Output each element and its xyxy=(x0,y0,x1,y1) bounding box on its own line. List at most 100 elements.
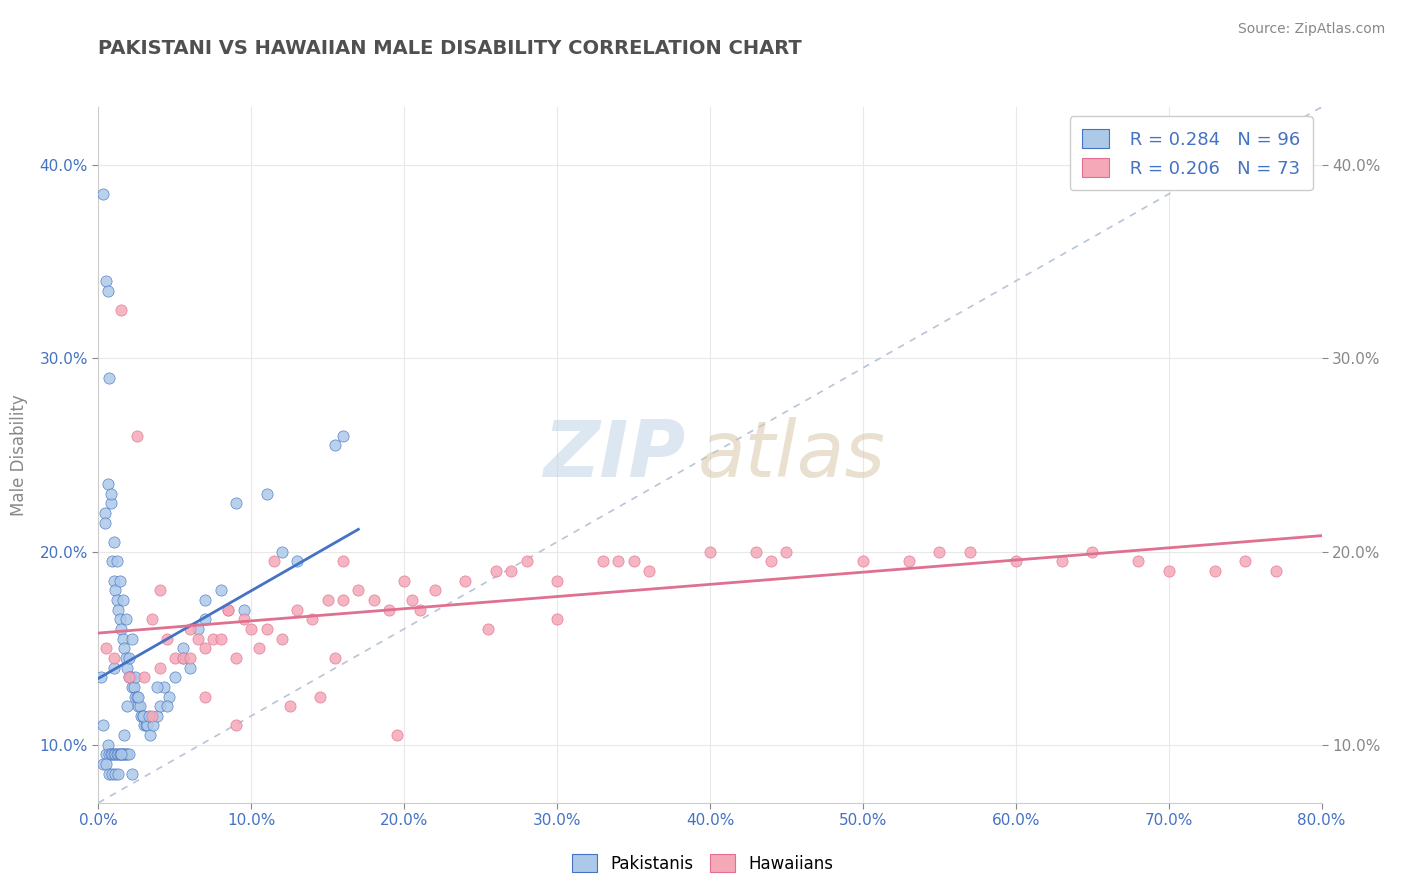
Point xyxy=(134,718,156,732)
Point xyxy=(115,651,138,665)
Point xyxy=(103,574,125,588)
Point xyxy=(108,612,131,626)
Point xyxy=(217,602,239,616)
Point xyxy=(98,370,121,384)
Text: ZIP: ZIP xyxy=(543,417,686,493)
Point xyxy=(156,699,179,714)
Point xyxy=(194,641,217,656)
Point xyxy=(112,728,135,742)
Point xyxy=(90,670,112,684)
Point xyxy=(128,699,150,714)
Point xyxy=(145,680,167,694)
Legend: Pakistanis, Hawaiians: Pakistanis, Hawaiians xyxy=(565,847,841,880)
Point xyxy=(423,583,446,598)
Point xyxy=(363,592,385,607)
Point xyxy=(179,660,201,674)
Point xyxy=(225,496,247,510)
Point xyxy=(138,708,160,723)
Point xyxy=(107,602,129,616)
Point xyxy=(100,486,122,500)
Point xyxy=(94,757,117,772)
Point xyxy=(117,747,139,762)
Point xyxy=(121,680,143,694)
Point xyxy=(852,554,875,568)
Point xyxy=(101,554,124,568)
Point xyxy=(928,544,950,558)
Point xyxy=(392,574,416,588)
Point xyxy=(270,544,294,558)
Point xyxy=(103,535,125,549)
Point xyxy=(385,728,408,742)
Point xyxy=(100,496,122,510)
Point xyxy=(107,747,129,762)
Point xyxy=(194,612,217,626)
Point xyxy=(115,747,138,762)
Point xyxy=(100,747,122,762)
Y-axis label: Male Disability: Male Disability xyxy=(10,394,28,516)
Point xyxy=(118,670,141,684)
Point xyxy=(125,428,148,442)
Point xyxy=(959,544,981,558)
Point xyxy=(110,303,132,318)
Point xyxy=(225,651,247,665)
Point xyxy=(623,554,645,568)
Point xyxy=(121,767,143,781)
Point xyxy=(325,651,347,665)
Point xyxy=(1157,564,1180,578)
Point xyxy=(699,544,721,558)
Point xyxy=(149,699,172,714)
Point xyxy=(93,506,115,520)
Point xyxy=(1234,554,1257,568)
Point xyxy=(179,622,201,636)
Point xyxy=(607,554,630,568)
Point xyxy=(111,747,134,762)
Point xyxy=(141,708,163,723)
Point xyxy=(110,747,132,762)
Point xyxy=(256,486,278,500)
Point xyxy=(378,602,401,616)
Point xyxy=(1128,554,1150,568)
Point xyxy=(124,690,146,704)
Point xyxy=(332,592,354,607)
Point xyxy=(897,554,920,568)
Point xyxy=(172,651,194,665)
Point xyxy=(745,544,768,558)
Point xyxy=(135,718,157,732)
Point xyxy=(112,747,135,762)
Point xyxy=(278,699,301,714)
Point xyxy=(163,651,186,665)
Point xyxy=(91,718,114,732)
Point xyxy=(775,544,797,558)
Point xyxy=(91,187,114,202)
Point xyxy=(121,632,143,646)
Point xyxy=(202,632,225,646)
Point xyxy=(105,747,128,762)
Point xyxy=(247,641,270,656)
Point xyxy=(118,651,141,665)
Text: Source: ZipAtlas.com: Source: ZipAtlas.com xyxy=(1237,22,1385,37)
Point xyxy=(97,476,120,491)
Point xyxy=(104,767,127,781)
Point xyxy=(101,767,124,781)
Point xyxy=(97,738,120,752)
Point xyxy=(332,428,354,442)
Point xyxy=(172,641,194,656)
Point xyxy=(163,670,186,684)
Point xyxy=(187,632,209,646)
Point xyxy=(124,670,146,684)
Point xyxy=(127,699,149,714)
Point xyxy=(149,660,172,674)
Point xyxy=(142,718,165,732)
Point xyxy=(156,632,179,646)
Point xyxy=(1204,564,1226,578)
Point xyxy=(347,583,370,598)
Point xyxy=(105,554,128,568)
Point xyxy=(516,554,538,568)
Point xyxy=(110,747,132,762)
Point xyxy=(112,641,135,656)
Point xyxy=(98,767,121,781)
Point xyxy=(103,660,125,674)
Point xyxy=(136,718,159,732)
Point xyxy=(111,632,134,646)
Point xyxy=(256,622,278,636)
